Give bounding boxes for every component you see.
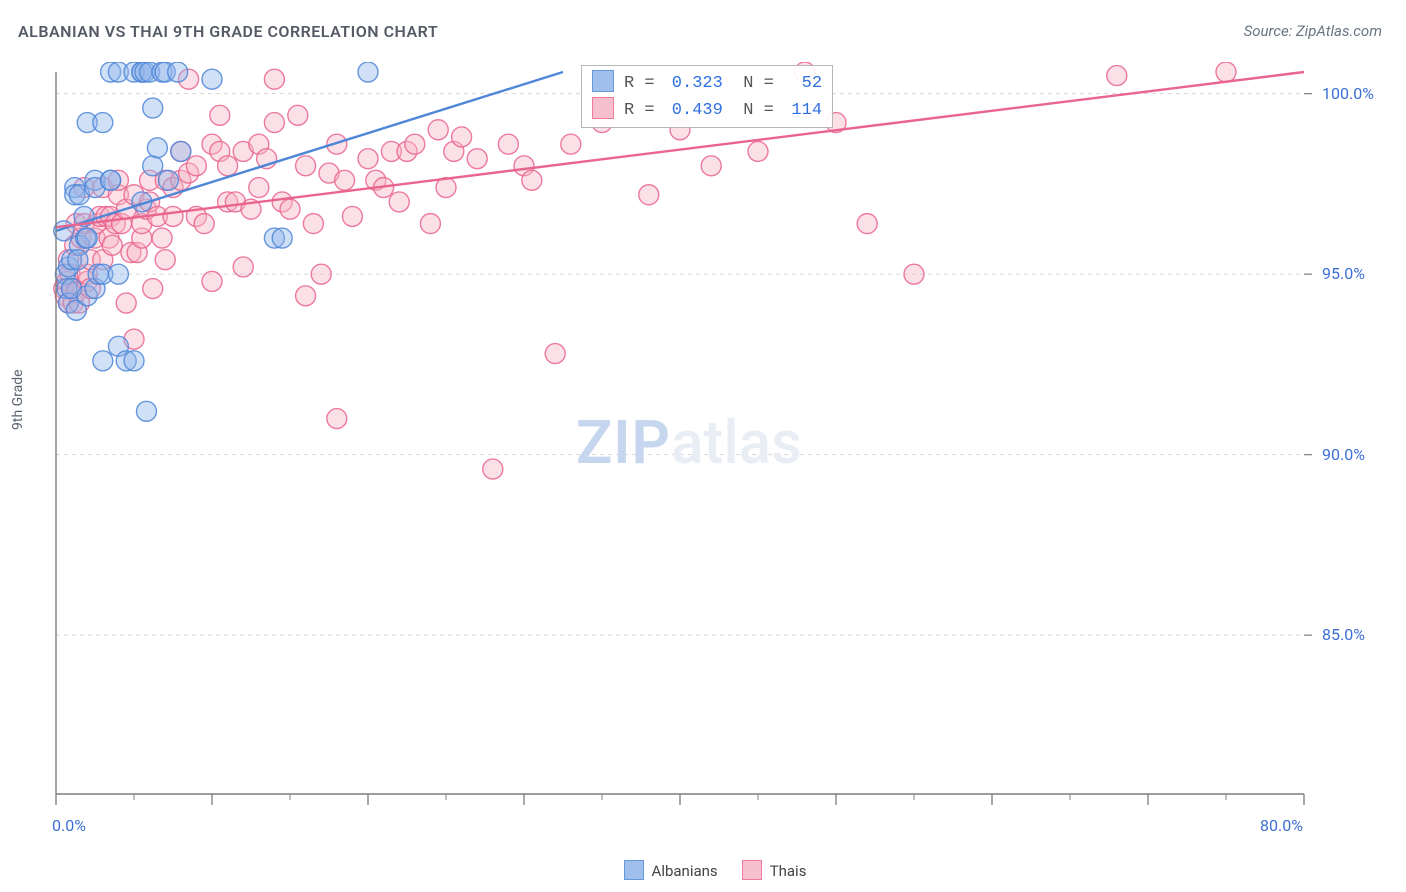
legend-swatch <box>624 860 644 880</box>
stats-legend-row: R = 0.439 N = 114 <box>592 97 822 124</box>
legend-swatch <box>742 860 762 880</box>
y-axis-label: 9th Grade <box>10 369 26 430</box>
x-tick-label: 0.0% <box>52 816 86 835</box>
source-label: Source: ZipAtlas.com <box>1244 22 1382 40</box>
scatter-plot-svg <box>46 62 1382 822</box>
series-legend: Albanians Thais <box>0 860 1406 880</box>
legend-label: Albanians <box>652 862 718 880</box>
y-tick-label: 95.0% <box>1322 264 1365 283</box>
y-tick-label: 85.0% <box>1322 625 1365 644</box>
chart-title: ALBANIAN VS THAI 9TH GRADE CORRELATION C… <box>18 22 438 41</box>
y-tick-label: 100.0% <box>1322 84 1374 103</box>
stats-legend-row: R = 0.323 N = 52 <box>592 70 822 97</box>
plot-area: ZIPatlas R = 0.323 N = 52R = 0.439 N = 1… <box>46 62 1382 822</box>
x-tick-label: 80.0% <box>1260 816 1303 835</box>
legend-label: Thais <box>770 862 807 880</box>
stats-legend: R = 0.323 N = 52R = 0.439 N = 114 <box>581 65 833 128</box>
y-tick-label: 90.0% <box>1322 445 1365 464</box>
